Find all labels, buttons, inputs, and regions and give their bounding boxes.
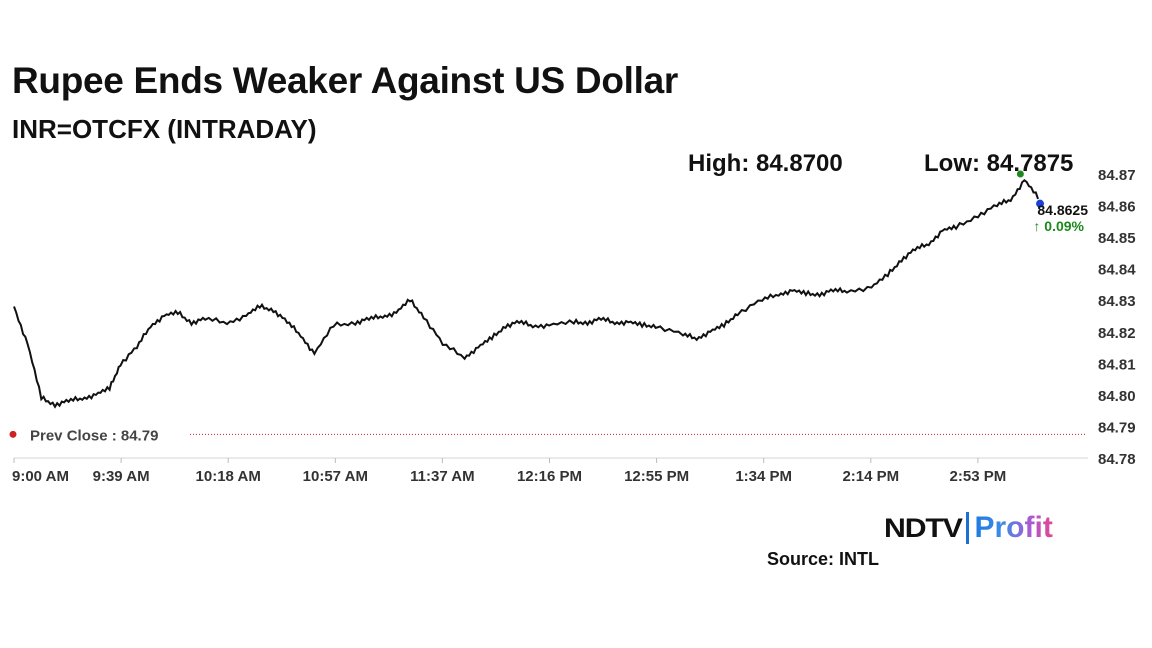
y-tick-label: 84.81 (1098, 356, 1136, 373)
y-tick-label: 84.87 (1098, 167, 1136, 184)
high-label: High: 84.8700 (688, 150, 843, 177)
logo-ndtv-text: NDTV (884, 512, 963, 543)
x-tick-label: 9:39 AM (93, 468, 150, 485)
y-tick-label: 84.83 (1098, 293, 1136, 310)
logo-profit-text: Profit (974, 511, 1053, 544)
source-label: Source: INTL (767, 549, 880, 569)
x-tick-label: 2:53 PM (950, 468, 1007, 485)
prev-close-label: Prev Close : 84.79 (30, 427, 158, 444)
logo-divider (965, 512, 969, 544)
y-tick-label: 84.82 (1098, 325, 1136, 342)
x-tick-label: 10:57 AM (303, 468, 368, 485)
x-tick-label: 2:14 PM (842, 468, 899, 485)
y-tick-label: 84.79 (1098, 419, 1136, 436)
x-tick-label: 10:18 AM (196, 468, 261, 485)
last-change-label: ↑ 0.09% (1033, 218, 1084, 234)
x-tick-label: 9:00 AM (12, 468, 69, 485)
y-tick-label: 84.86 (1098, 199, 1136, 216)
low-label: Low: 84.7875 (924, 150, 1074, 177)
y-tick-label: 84.80 (1098, 388, 1136, 405)
chart-subtitle: INR=OTCFX (INTRADAY) (12, 114, 317, 144)
rate-series-line (13, 179, 1039, 409)
high-marker-dot (1016, 170, 1024, 178)
y-tick-label: 84.84 (1098, 262, 1136, 279)
x-tick-label: 1:34 PM (735, 468, 792, 485)
ndtv-profit-logo: NDTV Profit (884, 510, 1053, 546)
x-tick-label: 12:16 PM (517, 468, 582, 485)
y-axis: 84.87 84.86 84.85 84.84 84.83 84.82 84.81 84.80… (1098, 167, 1136, 468)
last-marker-dot (1036, 199, 1045, 208)
last-value-label: 84.8625 (1037, 202, 1088, 218)
x-tick-label: 11:37 AM (410, 468, 474, 485)
y-tick-label: 84.85 (1098, 230, 1136, 247)
x-tick-label: 12:55 PM (624, 468, 689, 485)
prev-close-dot (9, 430, 17, 438)
y-tick-label: 84.78 (1098, 451, 1136, 468)
x-axis: 9:00 AM 9:39 AM 10:18 AM 10:57 AM 11:37 AM 12… (12, 458, 1006, 485)
prev-close-line: Prev Close : 84.79 (9, 427, 1086, 444)
chart-title: Rupee Ends Weaker Against US Dollar (12, 60, 678, 101)
